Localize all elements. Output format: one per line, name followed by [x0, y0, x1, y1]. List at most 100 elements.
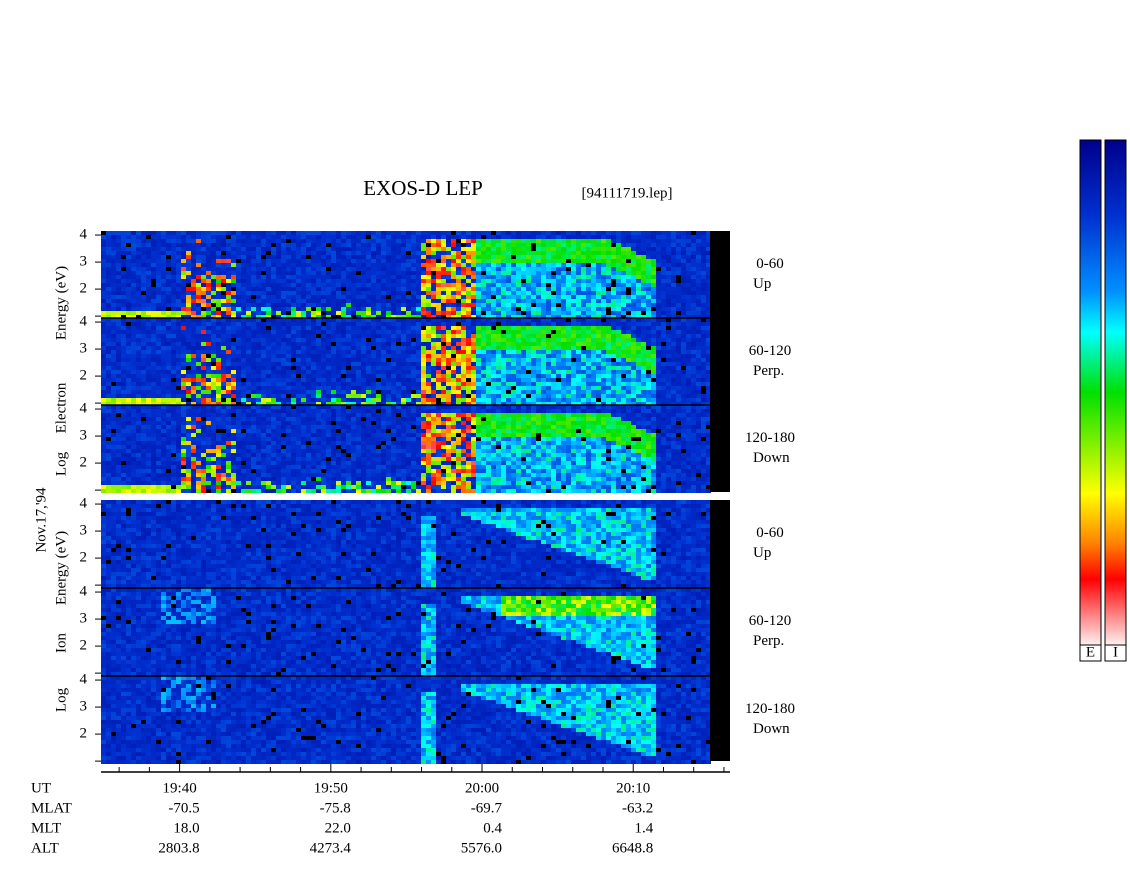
spectrogram-cell — [596, 334, 601, 338]
spectrogram-cell — [651, 279, 656, 283]
spectrogram-cell — [221, 382, 226, 386]
spectrogram-cell — [486, 303, 491, 307]
spectrogram-cell — [256, 338, 261, 342]
spectrogram-cell — [611, 334, 616, 338]
spectrogram-cell — [526, 378, 531, 382]
spectrogram-cell — [496, 394, 501, 398]
spectrogram-cell — [236, 275, 241, 279]
spectrogram-cell — [136, 362, 141, 366]
spectrogram-cell — [251, 271, 256, 275]
spectrogram-cell — [156, 386, 161, 390]
spectrogram-cell — [146, 354, 151, 358]
spectrogram-cell — [636, 235, 641, 239]
spectrogram-cell — [391, 303, 396, 307]
spectrogram-cell — [101, 330, 106, 334]
spectrogram-cell — [481, 394, 486, 398]
spectrogram-cell — [156, 239, 161, 243]
spectrogram-cell — [386, 386, 391, 390]
spectrogram-cell — [396, 295, 401, 299]
spectrogram-cell — [411, 279, 416, 283]
spectrogram-cell — [521, 315, 526, 319]
spectrogram-cell — [291, 318, 296, 322]
spectrogram-cell — [486, 315, 491, 319]
spectrogram-cell — [151, 255, 156, 259]
spectrogram-cell — [611, 315, 616, 319]
spectrogram-cell — [321, 311, 326, 315]
spectrogram-cell — [631, 291, 636, 295]
spectrogram-cell — [581, 394, 586, 398]
spectrogram-cell — [116, 366, 121, 370]
spectrogram-cell — [196, 358, 201, 362]
spectrogram-cell — [611, 291, 616, 295]
spectrogram-cell — [396, 275, 401, 279]
spectrogram-cell — [351, 239, 356, 243]
spectrogram-cell — [466, 307, 471, 311]
spectrogram-cell — [111, 307, 116, 311]
spectrogram-cell — [106, 279, 111, 283]
spectrogram-cell — [236, 303, 241, 307]
spectrogram-cell — [361, 386, 366, 390]
spectrogram-cell — [251, 330, 256, 334]
spectrogram-cell — [151, 370, 156, 374]
spectrogram-cell — [201, 322, 206, 326]
spectrogram-cell — [551, 307, 556, 311]
spectrogram-cell — [331, 267, 336, 271]
spectrogram-cell — [151, 275, 156, 279]
spectrogram-cell — [331, 398, 336, 402]
spectrogram-cell — [441, 362, 446, 366]
spectrogram-cell — [571, 235, 576, 239]
spectrogram-cell — [226, 354, 231, 358]
spectrogram-cell — [586, 382, 591, 386]
spectrogram-cell — [416, 243, 421, 247]
spectrogram-cell — [361, 378, 366, 382]
spectrogram-cell — [306, 259, 311, 263]
spectrogram-cell — [491, 251, 496, 255]
spectrogram-cell — [261, 263, 266, 267]
spectrogram-cell — [536, 326, 541, 330]
spectrogram-cell — [591, 334, 596, 338]
spectrogram-cell — [346, 386, 351, 390]
spectrogram-cell — [211, 243, 216, 247]
spectrogram-cell — [486, 275, 491, 279]
spectrogram-cell — [261, 295, 266, 299]
spectrogram-cell — [556, 275, 561, 279]
spectrogram-cell — [476, 247, 481, 251]
spectrogram-cell — [361, 358, 366, 362]
spectrogram-cell — [541, 330, 546, 334]
spectrogram-cell — [461, 239, 466, 243]
spectrogram-cell — [161, 358, 166, 362]
spectrogram-cell — [126, 263, 131, 267]
spectrogram-cell — [291, 263, 296, 267]
spectrogram-cell — [611, 322, 616, 326]
spectrogram-cell — [366, 251, 371, 255]
spectrogram-cell — [561, 354, 566, 358]
spectrogram-cell — [126, 322, 131, 326]
spectrogram-cell — [311, 342, 316, 346]
spectrogram-cell — [331, 330, 336, 334]
spectrogram-cell — [551, 346, 556, 350]
spectrogram-cell — [616, 390, 621, 394]
spectrogram-cell — [456, 374, 461, 378]
spectrogram-cell — [331, 299, 336, 303]
spectrogram-cell — [641, 263, 646, 267]
spectrogram-cell — [256, 307, 261, 311]
spectrogram-cell — [346, 255, 351, 259]
spectrogram-cell — [651, 267, 656, 271]
spectrogram-cell — [481, 267, 486, 271]
spectrogram-cell — [566, 366, 571, 370]
date-label: Nov.17,'94 — [33, 487, 49, 553]
spectrogram-cell — [346, 239, 351, 243]
spectrogram-cell — [281, 271, 286, 275]
spectrogram-cell — [301, 239, 306, 243]
spectrogram-cell — [656, 283, 661, 287]
spectrogram-cell — [406, 295, 411, 299]
spectrogram-cell — [256, 267, 261, 271]
spectrogram-cell — [481, 271, 486, 275]
spectrogram-cell — [116, 342, 121, 346]
spectrogram-cell — [181, 330, 186, 334]
spectrogram-cell — [146, 251, 151, 255]
spectrogram-cell — [341, 370, 346, 374]
spectrogram-cell — [501, 342, 506, 346]
spectrogram-cell — [241, 231, 246, 235]
spectrogram-cell — [211, 362, 216, 366]
